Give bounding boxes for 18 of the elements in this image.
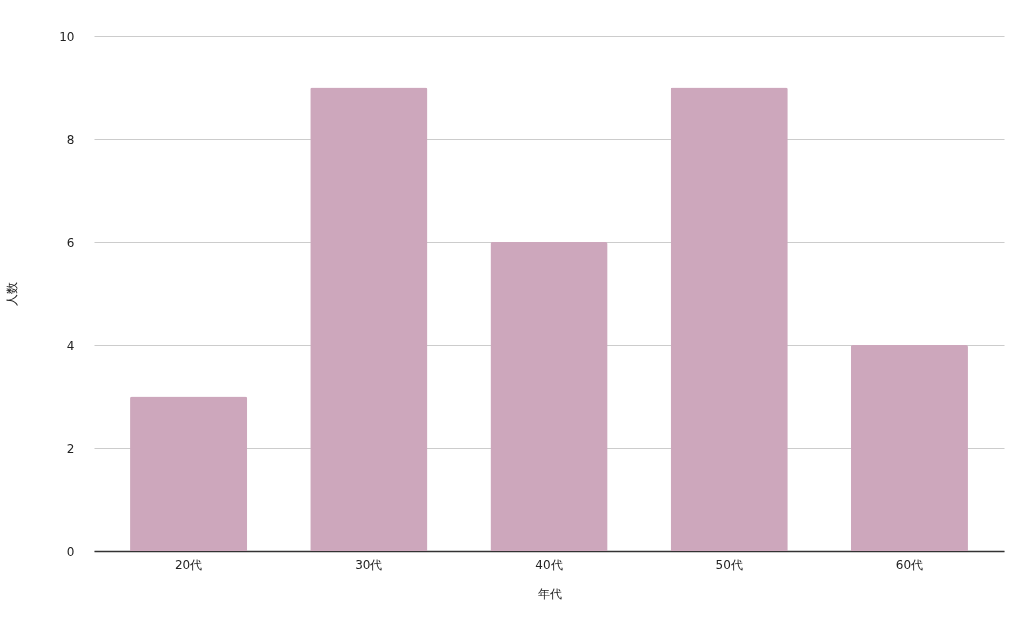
y-tick-label: 0 — [66, 544, 75, 559]
y-axis-title: 人数 — [5, 282, 20, 306]
bar — [310, 87, 428, 551]
x-tick-label: 40代 — [535, 557, 563, 572]
y-tick-label: 8 — [66, 132, 75, 147]
bar — [490, 242, 608, 551]
bar — [130, 396, 248, 551]
y-tick-label: 4 — [66, 338, 75, 353]
x-tick-label: 20代 — [174, 557, 203, 572]
y-tick-label: 10 — [59, 29, 75, 44]
x-tick-label: 30代 — [355, 557, 383, 572]
y-tick-label: 6 — [66, 235, 75, 250]
bar — [850, 345, 968, 551]
y-tick-label: 2 — [66, 441, 75, 456]
x-tick-label: 60代 — [895, 557, 924, 572]
x-tick-label: 50代 — [715, 557, 743, 572]
x-axis-title: 年代 — [537, 586, 562, 601]
bar — [670, 87, 788, 551]
